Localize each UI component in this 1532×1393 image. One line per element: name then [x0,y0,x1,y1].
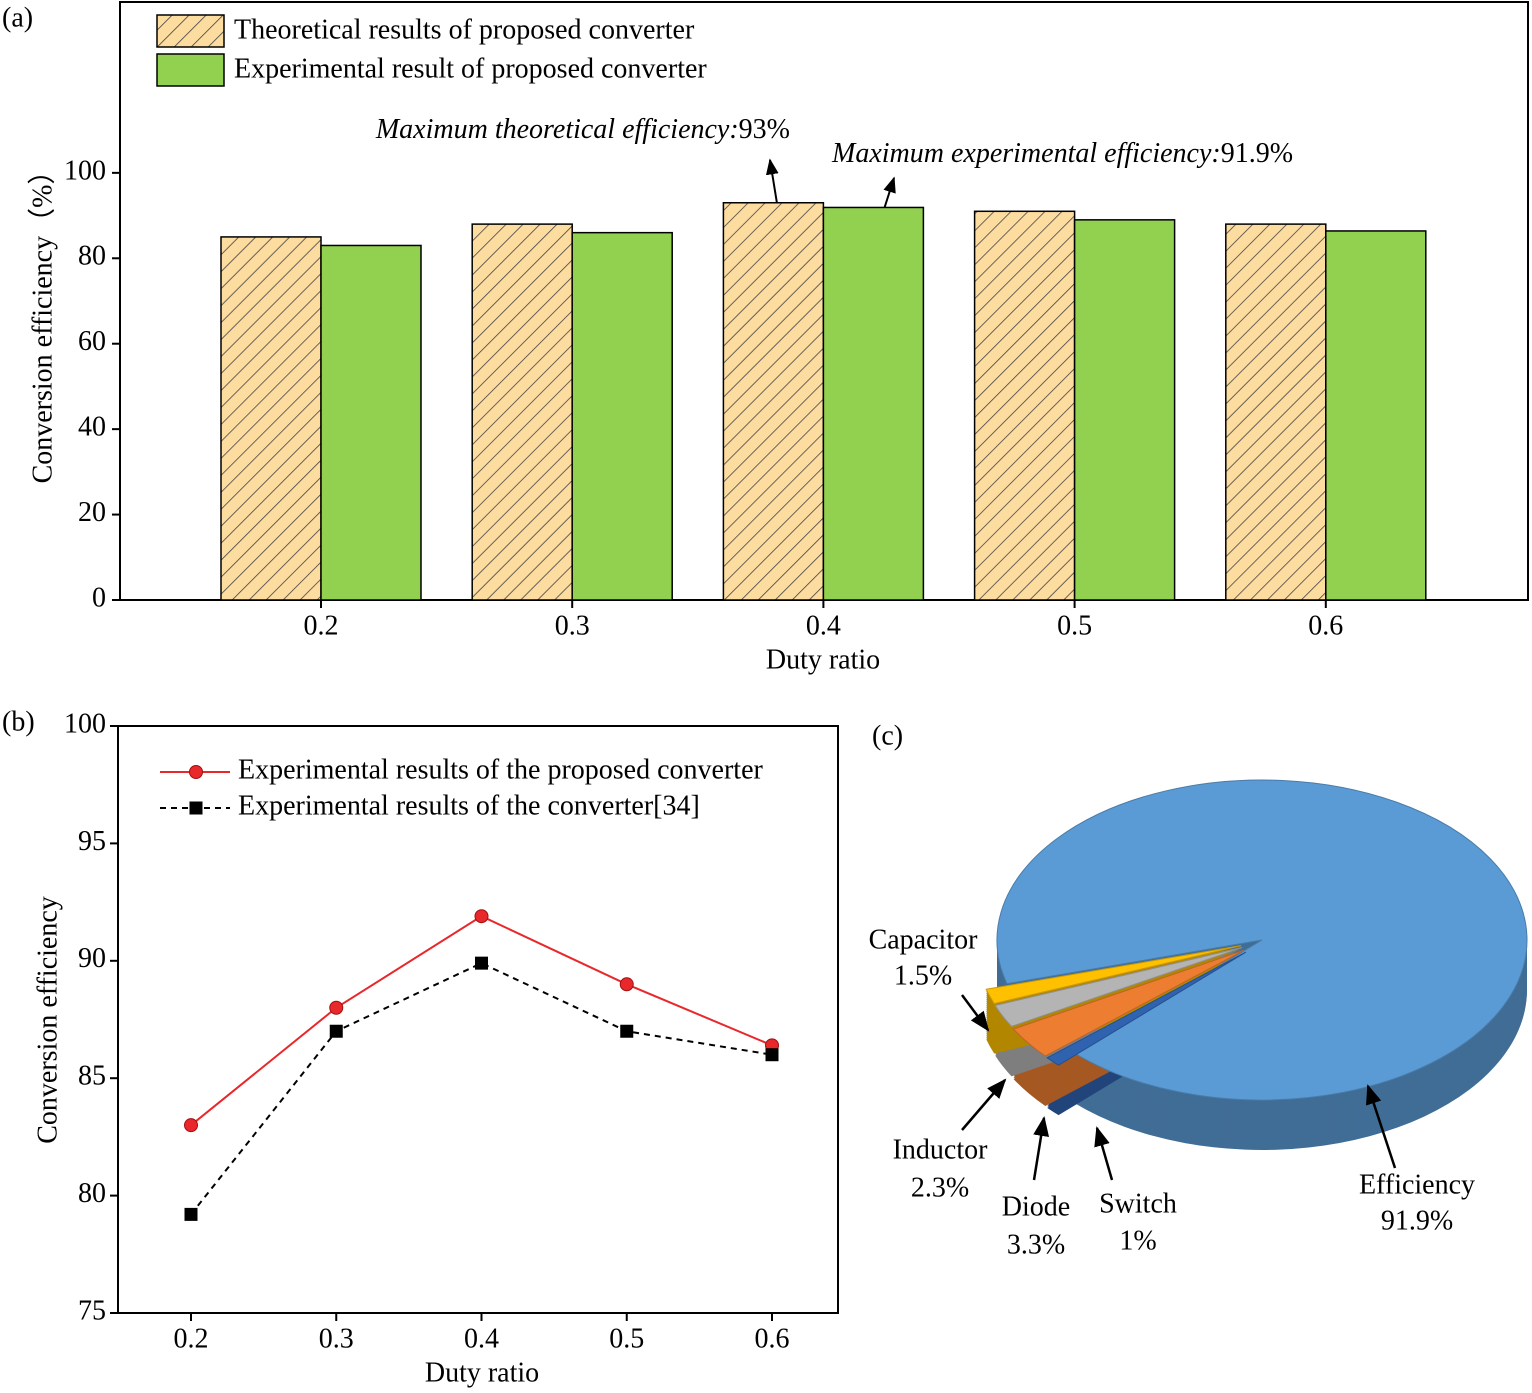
y-tick-label: 100 [64,708,106,739]
bar [1325,230,1427,601]
y-tick-label: 95 [78,826,106,857]
bar [822,206,925,601]
x-tick-label: 0.6 [755,1323,790,1354]
legend-swatch [156,14,225,48]
y-tick-label: 80 [78,241,106,272]
legend-label: Theoretical results of proposed converte… [234,14,695,45]
bar [1225,223,1327,601]
panel-label: (b) [2,706,35,737]
y-axis-label: Conversion efficiency（%） [26,157,58,484]
slice-value-label: 91.9% [1381,1205,1453,1236]
slice-label: Capacitor [869,924,979,955]
x-tick-label: 0.4 [464,1323,499,1354]
annotation-text: Maximum theoretical efficiency: [375,114,739,145]
bar [220,236,322,601]
legend-label: Experimental results of the proposed con… [238,754,763,785]
annotation-text: Maximum experimental efficiency: [831,138,1221,169]
x-tick-label: 0.6 [1308,610,1343,641]
y-tick-label: 40 [78,412,106,443]
point [619,977,634,992]
y-tick-label: 75 [78,1295,106,1326]
point [329,1000,344,1015]
legend-label: Experimental result of proposed converte… [234,53,707,84]
y-tick-label: 100 [64,155,106,186]
x-tick-label: 0.2 [174,1323,209,1354]
bar [722,202,825,601]
slice-value-label: 1% [1119,1225,1156,1256]
y-tick-label: 90 [78,943,106,974]
point [184,1207,198,1221]
x-tick-label: 0.4 [806,610,841,641]
panel-label: (a) [2,2,33,33]
annotation-value: 93% [739,114,790,145]
slice-label: Switch [1099,1188,1177,1219]
label-arrow [960,994,990,1032]
label-arrow [1032,1116,1050,1181]
series-line [190,962,773,1216]
bar [471,223,573,601]
slice [1046,951,1247,1066]
legend-marker [189,765,203,779]
label-arrow [1094,1126,1114,1181]
label-arrow [961,1078,1007,1131]
slice [1012,949,1245,1057]
axes-frame [117,725,839,1314]
bar [320,244,422,601]
slice-label: Inductor [893,1134,989,1165]
pie-arrows [960,994,1397,1181]
x-tick-label: 0.3 [555,610,590,641]
annotation-value: 91.9% [1221,138,1293,169]
legend-marker [189,801,203,815]
slice-side [986,947,1242,1006]
y-tick-label: 20 [78,497,106,528]
y-tick-label: 0 [92,582,106,613]
y-tick-label: 60 [78,326,106,357]
slice-value-label: 2.3% [911,1172,969,1203]
slice-value-label: 1.5% [894,960,952,991]
y-tick-label: 80 [78,1178,106,1209]
series-line [190,915,773,1126]
point [620,1024,634,1038]
bar [571,231,673,601]
legend-swatch [156,53,225,87]
panel-label: (c) [872,720,903,751]
y-axis-label: Conversion efficiency [32,896,63,1144]
x-axis-label: Duty ratio [766,644,880,675]
x-tick-label: 0.3 [319,1323,354,1354]
x-tick-label: 0.5 [1057,610,1092,641]
point [765,1048,779,1062]
point [474,909,489,924]
bar [973,210,1076,601]
slice-value-label: 3.3% [1007,1229,1065,1260]
slice-label: Efficiency [1359,1169,1475,1200]
annotation: Maximum theoretical efficiency:93% [375,114,790,145]
point [475,956,488,970]
label-arrow [1366,1084,1397,1169]
bar [1073,219,1176,601]
legend-label: Experimental results of the converter[34… [238,790,700,821]
x-axis-label: Duty ratio [425,1357,539,1388]
slice [985,945,1242,1005]
slice [994,947,1243,1027]
point [329,1024,343,1038]
x-tick-label: 0.5 [609,1323,644,1354]
x-tick-label: 0.2 [304,610,339,641]
slice-label: Diode [1002,1191,1070,1222]
y-tick-label: 85 [78,1061,106,1092]
annotation: Maximum experimental efficiency:91.9% [831,138,1293,169]
point [184,1118,198,1133]
